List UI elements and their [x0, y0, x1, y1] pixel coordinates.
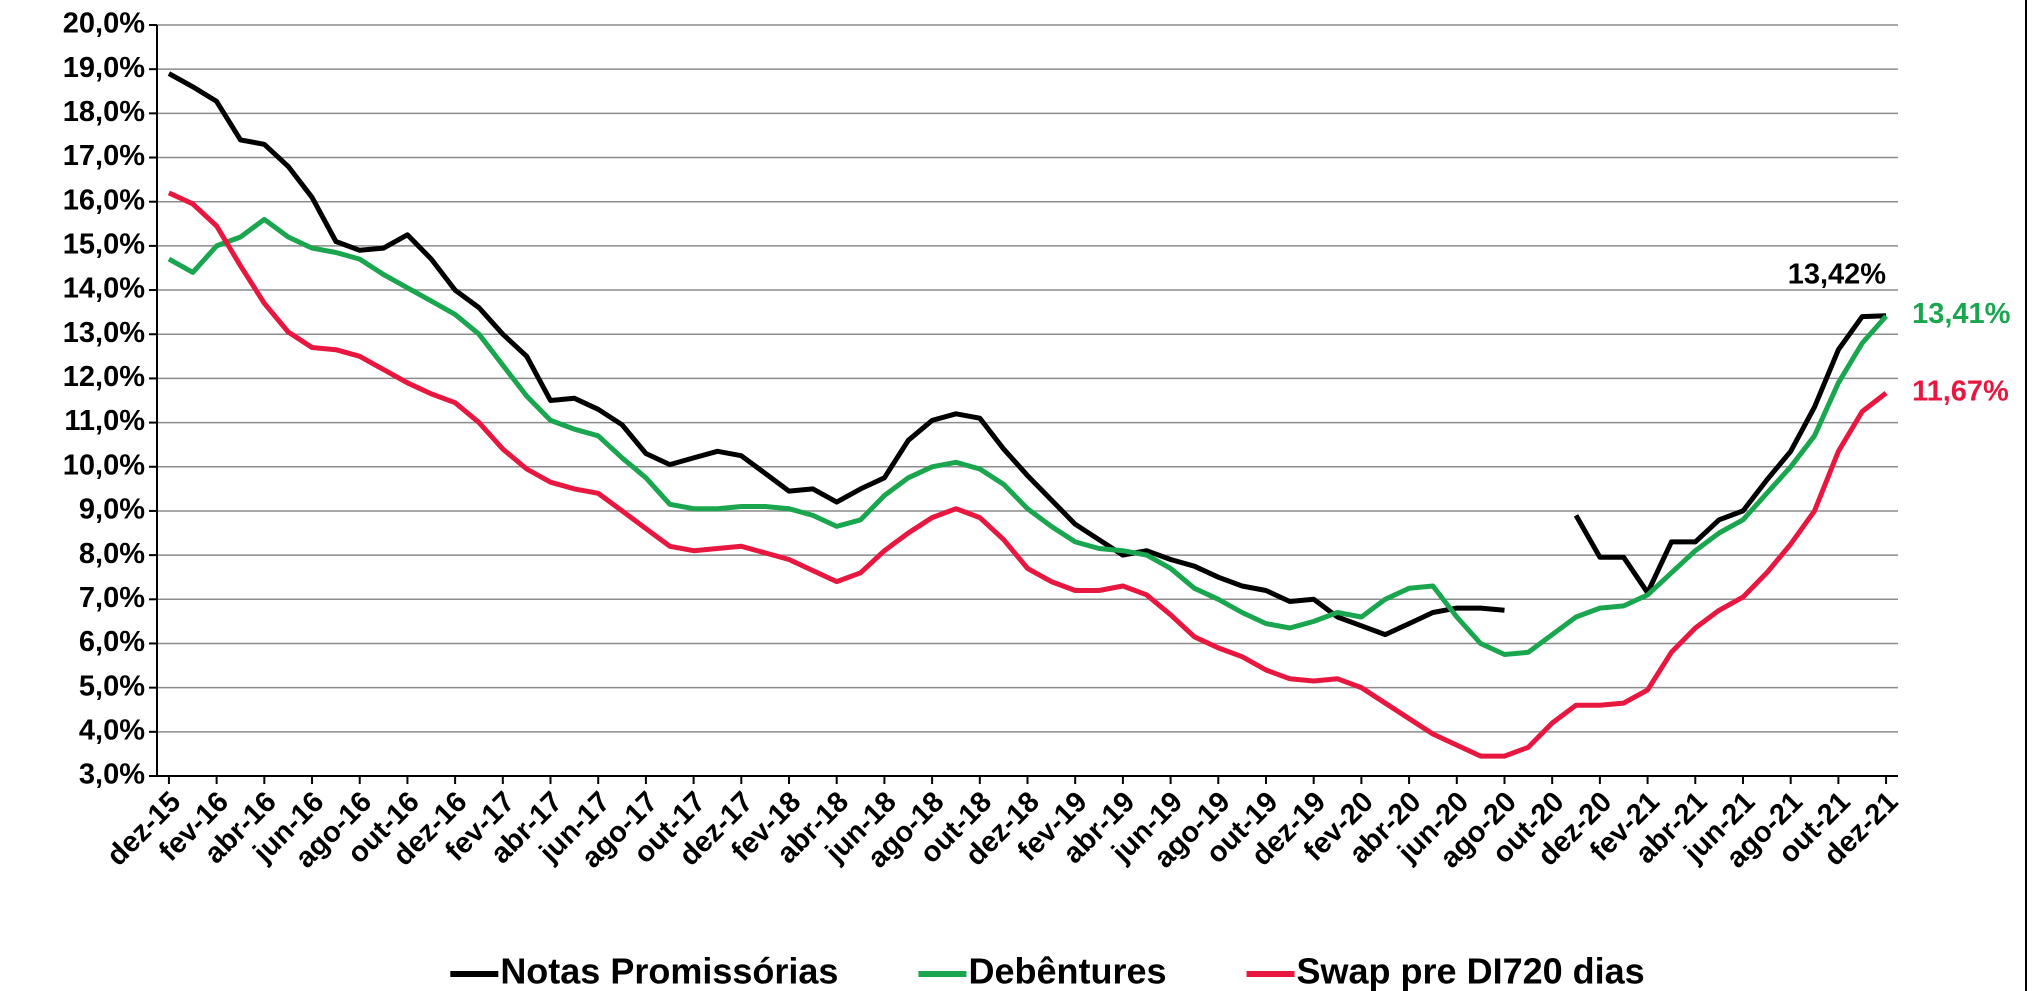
y-tick-label: 8,0%	[79, 538, 145, 570]
series-line	[167, 216, 1888, 657]
y-tick-label: 13,0%	[63, 317, 145, 349]
y-tick-label: 15,0%	[63, 229, 145, 261]
y-tick-label: 4,0%	[79, 714, 145, 746]
y-tick-label: 18,0%	[63, 96, 145, 128]
series-line	[167, 71, 1887, 638]
y-tick-label: 14,0%	[63, 273, 145, 305]
y-tick-label: 3,0%	[79, 759, 145, 791]
legend-label: Swap pre DI720 dias	[1297, 951, 1645, 991]
value-label: 11,67%	[1912, 376, 2009, 408]
y-tick-label: 12,0%	[63, 361, 145, 393]
y-tick-label: 11,0%	[64, 405, 145, 437]
y-tick-label: 19,0%	[63, 52, 145, 84]
y-tick-label: 9,0%	[79, 494, 145, 526]
y-tick-label: 5,0%	[79, 670, 145, 702]
y-tick-label: 10,0%	[63, 449, 145, 481]
y-tick-label: 17,0%	[63, 140, 145, 172]
y-tick-label: 6,0%	[79, 626, 145, 658]
y-tick-label: 20,0%	[63, 8, 145, 40]
series-line	[167, 190, 1888, 759]
legend-label: Debêntures	[968, 951, 1166, 991]
y-tick-label: 7,0%	[79, 582, 145, 614]
value-label: 13,42%	[1788, 258, 1887, 290]
value-label: 13,41%	[1912, 298, 2011, 330]
y-tick-label: 16,0%	[63, 184, 145, 216]
legend-label: Notas Promissórias	[500, 951, 838, 991]
legend: Notas Promissórias Debêntures Swap pre DI7…	[450, 951, 1645, 991]
